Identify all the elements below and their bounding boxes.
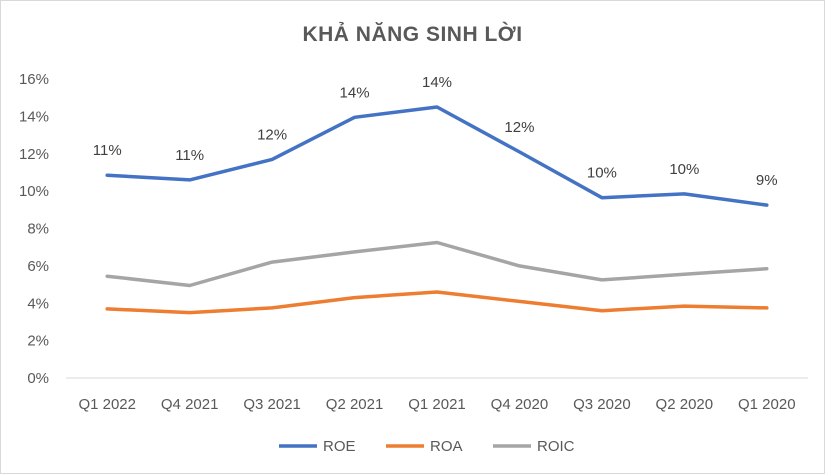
legend-label-roa: ROA — [430, 438, 463, 455]
x-tick-label: Q1 2022 — [78, 396, 136, 413]
data-label-roe: 12% — [504, 119, 534, 136]
data-label-roe: 12% — [257, 126, 287, 143]
legend-label-roic: ROIC — [537, 438, 575, 455]
data-labels: 11% 11% 12% 14% 14% 12% 10% 10% 9% — [93, 74, 778, 189]
data-label-roe: 10% — [587, 165, 617, 182]
y-tick-label: 4% — [27, 295, 49, 312]
series-line-roic — [105, 240, 769, 288]
data-label-roe: 14% — [340, 84, 370, 101]
data-label-roe: 11% — [175, 147, 204, 164]
x-tick-label: Q2 2021 — [326, 396, 384, 413]
x-tick-label: Q4 2021 — [161, 396, 219, 413]
data-label-roe: 10% — [669, 161, 699, 178]
y-tick-label: 6% — [27, 258, 49, 275]
x-tick-label: Q1 2020 — [738, 396, 796, 413]
y-tick-label: 0% — [27, 370, 49, 387]
x-tick-label: Q2 2020 — [656, 396, 714, 413]
series-line-roe — [105, 105, 769, 207]
x-tick-label: Q3 2020 — [573, 396, 631, 413]
x-tick-label: Q4 2020 — [491, 396, 549, 413]
data-label-roe: 11% — [93, 142, 122, 159]
y-tick-label: 16% — [19, 71, 49, 88]
series-line-roa — [105, 290, 769, 315]
y-tick-label: 12% — [19, 146, 49, 163]
y-tick-label: 8% — [27, 221, 49, 238]
series-lines — [105, 105, 769, 315]
legend: ROE ROA ROIC — [279, 438, 575, 455]
data-label-roe: 9% — [756, 172, 778, 189]
y-tick-label: 10% — [19, 183, 49, 200]
legend-label-roe: ROE — [323, 438, 356, 455]
y-tick-label: 14% — [19, 108, 49, 125]
x-tick-label: Q1 2021 — [408, 396, 466, 413]
data-label-roe: 14% — [422, 74, 452, 91]
y-tick-label: 2% — [27, 333, 49, 350]
axes: 0% 2% 4% 6% 8% 10% 12% 14% 16% Q1 2022 Q4 2021 Q3 2… — [19, 71, 808, 413]
chart-title: KHẢ NĂNG SINH LỜI — [302, 23, 523, 46]
x-tick-label: Q3 2021 — [243, 396, 301, 413]
